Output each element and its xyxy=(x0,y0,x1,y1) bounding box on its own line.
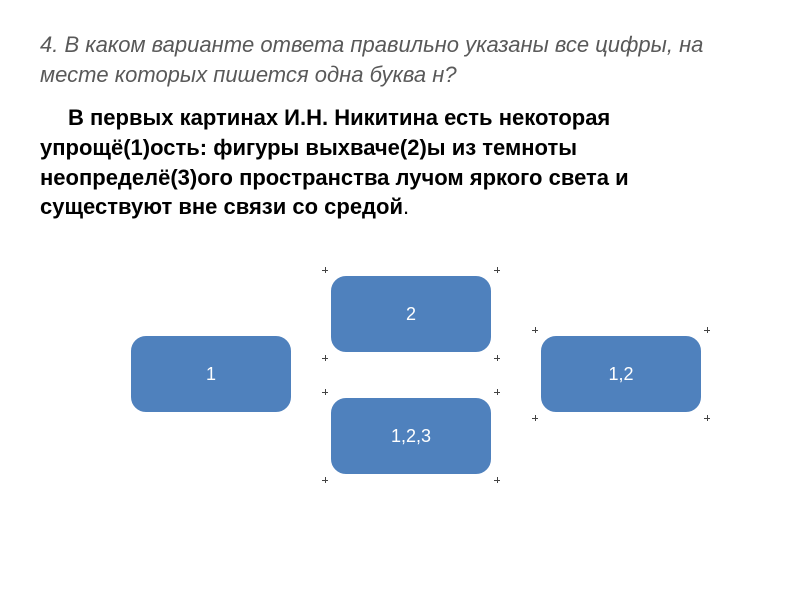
answer-options-area: 2 1 1,2 1,2,3 xyxy=(0,275,800,575)
answer-option-button[interactable]: 2 xyxy=(330,275,492,353)
answer-option-label: 1,2 xyxy=(608,364,633,385)
sentence-body: В первых картинах И.Н. Никитина есть нек… xyxy=(40,105,629,219)
selection-handle-icon xyxy=(322,477,328,483)
task-sentence: В первых картинах И.Н. Никитина есть нек… xyxy=(40,103,760,222)
answer-option-label: 2 xyxy=(406,304,416,325)
selection-handle-icon xyxy=(532,327,538,333)
question-text: 4. В каком варианте ответа правильно ука… xyxy=(40,30,760,89)
answer-option-button[interactable]: 1,2,3 xyxy=(330,397,492,475)
selection-handle-icon xyxy=(704,327,710,333)
selection-handle-icon xyxy=(494,355,500,361)
selection-handle-icon xyxy=(322,355,328,361)
answer-option-label: 1 xyxy=(206,364,216,385)
selection-handle-icon xyxy=(704,415,710,421)
answer-option-label: 1,2,3 xyxy=(391,426,431,447)
selection-handle-icon xyxy=(532,415,538,421)
selection-handle-icon xyxy=(494,389,500,395)
selection-handle-icon xyxy=(494,477,500,483)
selection-handle-icon xyxy=(494,267,500,273)
answer-option-button[interactable]: 1 xyxy=(130,335,292,413)
selection-handle-icon xyxy=(322,389,328,395)
slide-container: 4. В каком варианте ответа правильно ука… xyxy=(0,0,800,600)
answer-option-button[interactable]: 1,2 xyxy=(540,335,702,413)
sentence-tail: . xyxy=(403,194,409,219)
selection-handle-icon xyxy=(322,267,328,273)
